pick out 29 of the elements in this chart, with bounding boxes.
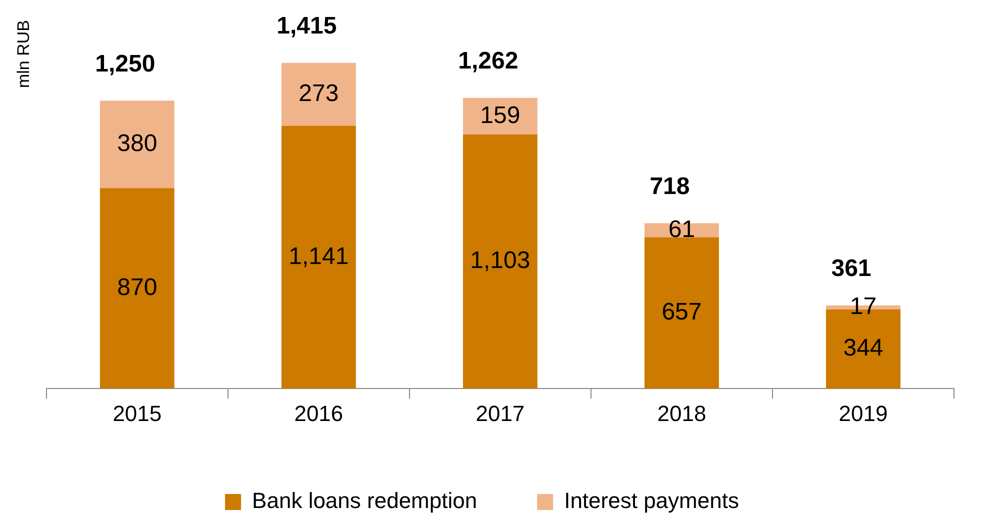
total-label: 361 xyxy=(831,255,872,282)
data-label: 380 xyxy=(117,130,158,158)
data-label: 1,141 xyxy=(288,242,349,270)
data-label: 159 xyxy=(480,102,520,129)
bar xyxy=(462,134,538,389)
bar xyxy=(100,100,174,188)
bar xyxy=(281,126,356,389)
bar xyxy=(644,237,719,389)
total-label: 718 xyxy=(650,172,690,200)
data-label: 1,103 xyxy=(470,247,530,274)
data-label: 657 xyxy=(662,298,702,326)
x-tick-label: 2015 xyxy=(112,400,162,426)
legend-label: Interest payments xyxy=(564,488,739,514)
data-label: 61 xyxy=(668,216,696,243)
x-tick-label: 2019 xyxy=(838,400,888,426)
total-label: 1,250 xyxy=(95,50,156,78)
bar xyxy=(462,98,538,134)
total-label: 1,415 xyxy=(276,12,337,40)
x-tick-label: 2018 xyxy=(657,400,706,426)
x-tick-label: 2016 xyxy=(294,400,344,426)
legend-label: Bank loans redemption xyxy=(252,488,478,514)
bar xyxy=(281,62,356,126)
y-axis-title: mln RUB xyxy=(14,20,33,88)
data-label: 344 xyxy=(843,334,884,362)
bar xyxy=(100,188,174,389)
total-label: 1,262 xyxy=(458,47,518,74)
x-tick-label: 2017 xyxy=(476,400,525,426)
data-label: 870 xyxy=(117,274,158,302)
data-label: 273 xyxy=(298,80,339,107)
